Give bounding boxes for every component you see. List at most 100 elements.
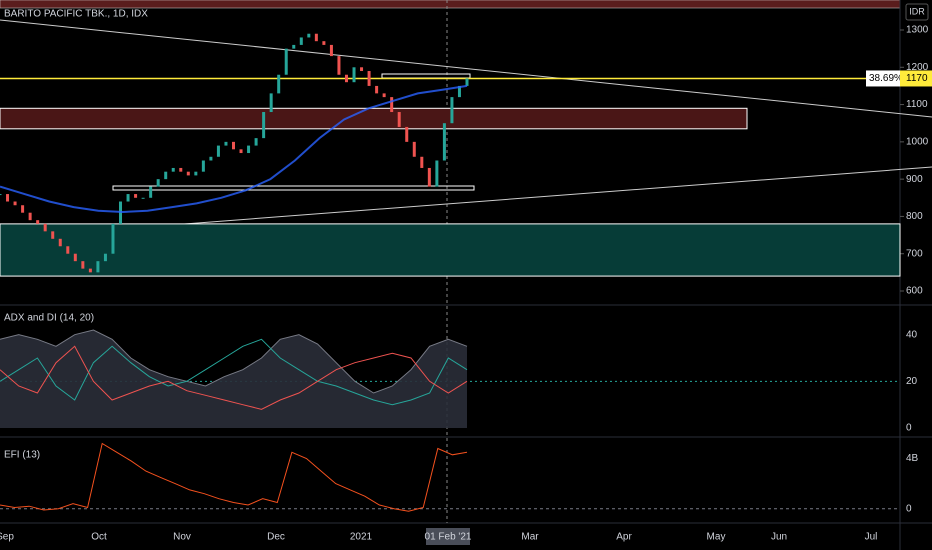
candle	[329, 44, 333, 57]
candle	[450, 97, 454, 124]
candle	[88, 268, 92, 273]
box	[112, 185, 475, 191]
adx-area	[0, 330, 467, 428]
minus-di-line	[0, 345, 468, 410]
candle	[344, 74, 348, 83]
time-label: 2021	[350, 532, 373, 543]
plus-di-line	[0, 338, 468, 406]
time-label: Dec	[267, 532, 285, 543]
candle	[390, 97, 394, 113]
top-zone	[0, 0, 901, 9]
candle	[134, 194, 138, 198]
time-label: Sep	[0, 532, 14, 543]
candle	[194, 171, 198, 176]
symbol-title: BARITO PACIFIC TBK., 1D, IDX	[4, 9, 148, 20]
price-tick-label: 1100	[906, 99, 928, 110]
candle	[126, 194, 130, 202]
candle	[201, 160, 205, 172]
candle	[171, 167, 175, 172]
candle	[322, 41, 326, 45]
candle	[284, 48, 288, 75]
price-tick-label: 1200	[906, 62, 929, 73]
candle	[96, 261, 100, 273]
candle	[397, 112, 401, 127]
candle	[375, 85, 379, 94]
candle	[405, 126, 409, 142]
last-price-label: 1170	[906, 73, 928, 84]
time-label: Oct	[91, 532, 107, 543]
demand-zone	[0, 223, 901, 277]
adx-tick-label: 20	[906, 376, 918, 387]
time-label: Apr	[616, 532, 632, 543]
candle	[239, 149, 243, 154]
efi-tick-label: 4B	[906, 453, 919, 464]
candle	[307, 33, 311, 38]
candle	[247, 145, 251, 154]
candle	[28, 212, 32, 221]
candle	[442, 123, 446, 161]
candle	[314, 33, 318, 42]
candle	[232, 141, 235, 150]
candle	[420, 156, 424, 168]
candle	[254, 138, 258, 146]
candle	[13, 201, 17, 206]
efi-label: EFI (13)	[4, 450, 40, 461]
candle	[367, 71, 371, 86]
candle	[43, 223, 47, 232]
candle	[427, 167, 431, 187]
candle	[209, 156, 213, 161]
candle	[435, 160, 439, 187]
candle	[66, 246, 70, 254]
candle	[21, 205, 25, 213]
candle	[299, 37, 303, 45]
candle	[164, 171, 168, 180]
candle	[224, 141, 228, 146]
price-tick-label: 800	[906, 211, 923, 222]
candle	[179, 167, 183, 172]
last-price-box	[900, 70, 932, 87]
adx-line	[0, 329, 468, 394]
time-label: Nov	[173, 532, 191, 543]
adx-tick-label: 40	[906, 329, 918, 340]
currency: IDR	[909, 6, 925, 16]
candle	[262, 112, 266, 139]
candle	[216, 145, 220, 157]
candle	[292, 44, 296, 49]
candle	[149, 186, 153, 198]
price-tick-label: 1300	[906, 25, 929, 36]
candle	[111, 223, 115, 254]
candle	[352, 67, 356, 83]
currency-box	[905, 3, 929, 21]
efi-line	[0, 442, 468, 512]
time-label: Mar	[521, 532, 539, 543]
candle	[6, 194, 10, 202]
candle	[457, 85, 461, 98]
time-label: May	[707, 532, 726, 543]
price-tick-label: 1000	[906, 136, 929, 147]
time-highlight	[426, 528, 470, 545]
trendline	[0, 19, 932, 118]
candle	[73, 253, 77, 262]
time-label: 01 Feb '21	[425, 532, 472, 543]
adx-label: ADX and DI (14, 20)	[4, 313, 94, 324]
candle	[156, 179, 160, 187]
percent-box	[866, 70, 900, 87]
candle	[103, 253, 107, 262]
moving-average	[0, 84, 468, 214]
time-label: Jun	[771, 532, 787, 543]
candle	[382, 93, 386, 98]
candle	[81, 261, 85, 269]
candle	[51, 231, 55, 239]
candle	[465, 78, 469, 86]
time-label: Jul	[865, 532, 878, 543]
candle	[337, 56, 341, 75]
candle	[0, 194, 2, 196]
candle	[186, 171, 190, 176]
supply-zone	[0, 107, 748, 130]
adx-tick-label: 0	[906, 423, 912, 434]
candle	[360, 67, 364, 72]
efi-tick-label: 0	[906, 503, 912, 514]
candle	[412, 141, 416, 157]
candle	[269, 93, 273, 113]
